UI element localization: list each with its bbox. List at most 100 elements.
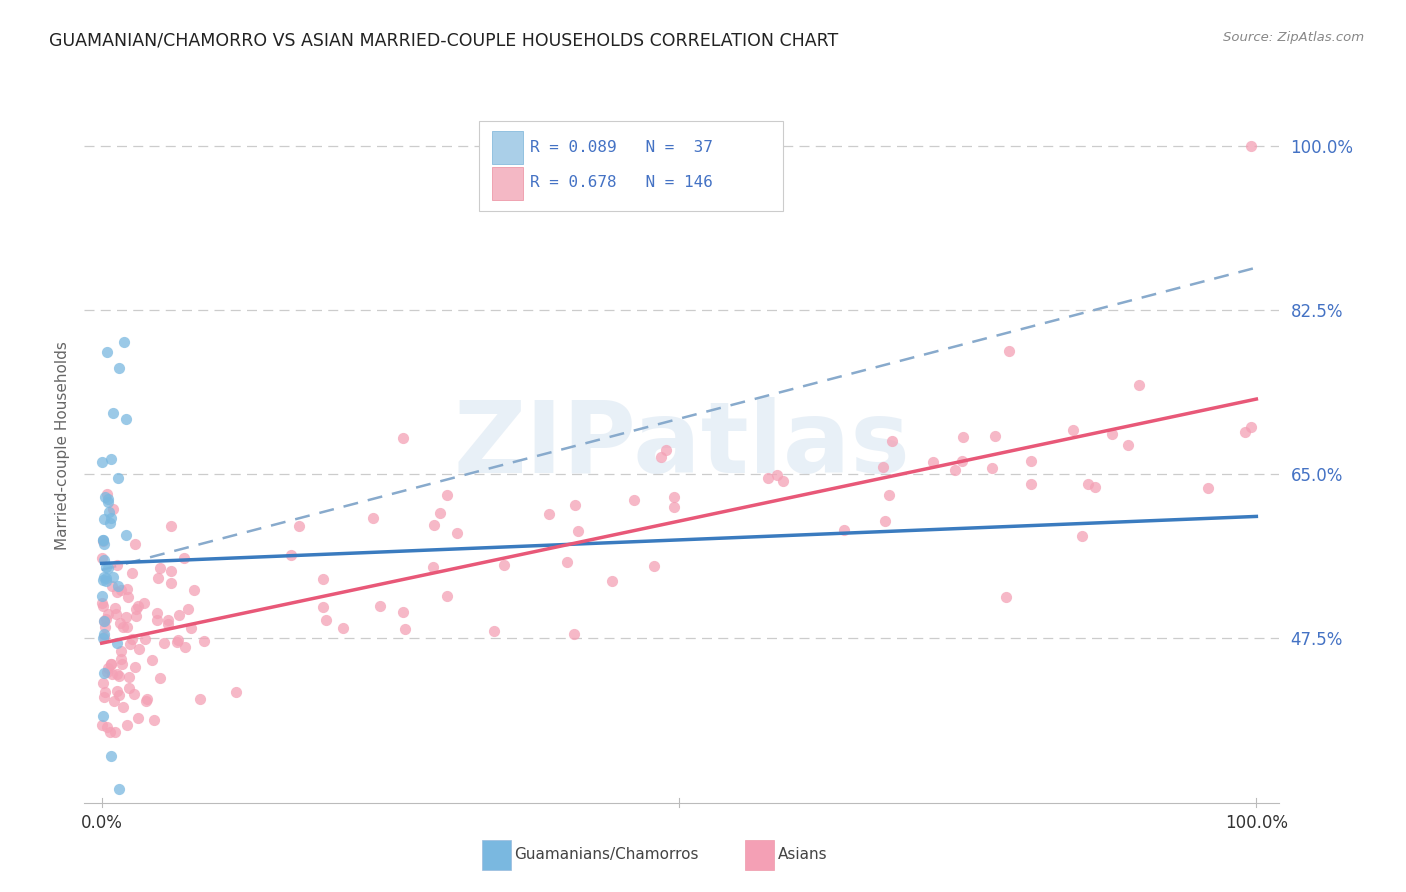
Point bbox=[1019, 454, 1042, 468]
Point bbox=[315, 613, 337, 627]
Point bbox=[166, 633, 188, 648]
Point bbox=[134, 632, 156, 647]
Point bbox=[312, 572, 335, 586]
FancyBboxPatch shape bbox=[482, 840, 510, 870]
Point bbox=[149, 671, 172, 685]
Point bbox=[157, 613, 180, 627]
Point bbox=[91, 574, 114, 588]
Point bbox=[93, 627, 115, 641]
Point bbox=[91, 596, 114, 610]
Point bbox=[623, 492, 645, 507]
Point bbox=[115, 610, 138, 624]
Point bbox=[1128, 378, 1150, 392]
Point bbox=[922, 455, 945, 469]
Point bbox=[662, 500, 685, 515]
Point bbox=[112, 334, 135, 349]
Point bbox=[564, 498, 586, 512]
Point bbox=[121, 566, 143, 580]
Point bbox=[101, 570, 124, 584]
Point bbox=[97, 492, 120, 507]
Point bbox=[1240, 420, 1263, 434]
Point bbox=[422, 518, 444, 533]
Point bbox=[91, 550, 114, 565]
Point bbox=[110, 651, 132, 665]
Y-axis label: Married-couple Households: Married-couple Households bbox=[55, 342, 70, 550]
Point bbox=[105, 607, 128, 621]
Point bbox=[422, 559, 444, 574]
Point bbox=[146, 571, 169, 585]
Point bbox=[1233, 425, 1256, 439]
Point bbox=[555, 555, 578, 569]
Point bbox=[93, 553, 115, 567]
Point bbox=[174, 640, 197, 655]
Point bbox=[110, 644, 132, 658]
Point bbox=[118, 681, 141, 696]
Point bbox=[105, 636, 128, 650]
Point bbox=[93, 665, 115, 680]
Point bbox=[96, 720, 118, 734]
Point bbox=[100, 579, 122, 593]
Point bbox=[765, 467, 787, 482]
Point bbox=[91, 589, 114, 603]
Text: GUAMANIAN/CHAMORRO VS ASIAN MARRIED-COUPLE HOUSEHOLDS CORRELATION CHART: GUAMANIAN/CHAMORRO VS ASIAN MARRIED-COUP… bbox=[49, 31, 838, 49]
Point bbox=[111, 657, 134, 672]
Point bbox=[108, 688, 131, 702]
Point bbox=[446, 526, 468, 541]
Point bbox=[97, 494, 120, 508]
Point bbox=[91, 533, 114, 547]
Point bbox=[91, 717, 114, 731]
Point bbox=[91, 675, 114, 690]
Point bbox=[880, 434, 903, 448]
Point bbox=[567, 524, 589, 538]
Point bbox=[950, 454, 973, 468]
Point bbox=[93, 614, 115, 628]
Point bbox=[104, 600, 127, 615]
Point bbox=[105, 584, 128, 599]
Point bbox=[392, 431, 415, 445]
Point bbox=[111, 620, 134, 634]
FancyBboxPatch shape bbox=[745, 840, 773, 870]
Point bbox=[332, 621, 354, 635]
Point bbox=[538, 507, 561, 521]
Point bbox=[832, 523, 855, 537]
Point bbox=[1070, 529, 1092, 543]
Point bbox=[1062, 423, 1084, 437]
Point bbox=[188, 692, 211, 706]
Point bbox=[93, 690, 115, 705]
Point bbox=[166, 634, 188, 648]
Point bbox=[108, 360, 131, 375]
Text: R = 0.678   N = 146: R = 0.678 N = 146 bbox=[530, 175, 713, 190]
Point bbox=[125, 602, 148, 616]
Point bbox=[104, 725, 127, 739]
Point bbox=[124, 659, 146, 673]
Point bbox=[484, 624, 506, 639]
Point bbox=[100, 748, 122, 763]
Point bbox=[111, 699, 134, 714]
Point bbox=[146, 613, 169, 627]
Text: Source: ZipAtlas.com: Source: ZipAtlas.com bbox=[1223, 31, 1364, 45]
Point bbox=[1239, 138, 1261, 153]
Point bbox=[877, 488, 900, 502]
FancyBboxPatch shape bbox=[492, 131, 523, 164]
Text: R = 0.089   N =  37: R = 0.089 N = 37 bbox=[530, 139, 713, 154]
Point bbox=[436, 487, 458, 501]
Point bbox=[394, 622, 416, 636]
Point bbox=[94, 685, 117, 699]
Point bbox=[117, 590, 139, 604]
Point bbox=[94, 574, 117, 588]
Point bbox=[429, 506, 451, 520]
Point bbox=[167, 607, 190, 622]
Point bbox=[105, 683, 128, 698]
Point bbox=[492, 558, 515, 572]
Point bbox=[655, 443, 678, 458]
Point bbox=[115, 718, 138, 732]
Point bbox=[97, 561, 120, 575]
Point bbox=[391, 605, 413, 619]
Point bbox=[173, 551, 195, 566]
Point bbox=[436, 589, 458, 603]
Point bbox=[160, 575, 183, 590]
Point bbox=[156, 617, 179, 632]
Point bbox=[872, 459, 894, 474]
Point bbox=[107, 471, 129, 485]
Point bbox=[91, 709, 114, 723]
